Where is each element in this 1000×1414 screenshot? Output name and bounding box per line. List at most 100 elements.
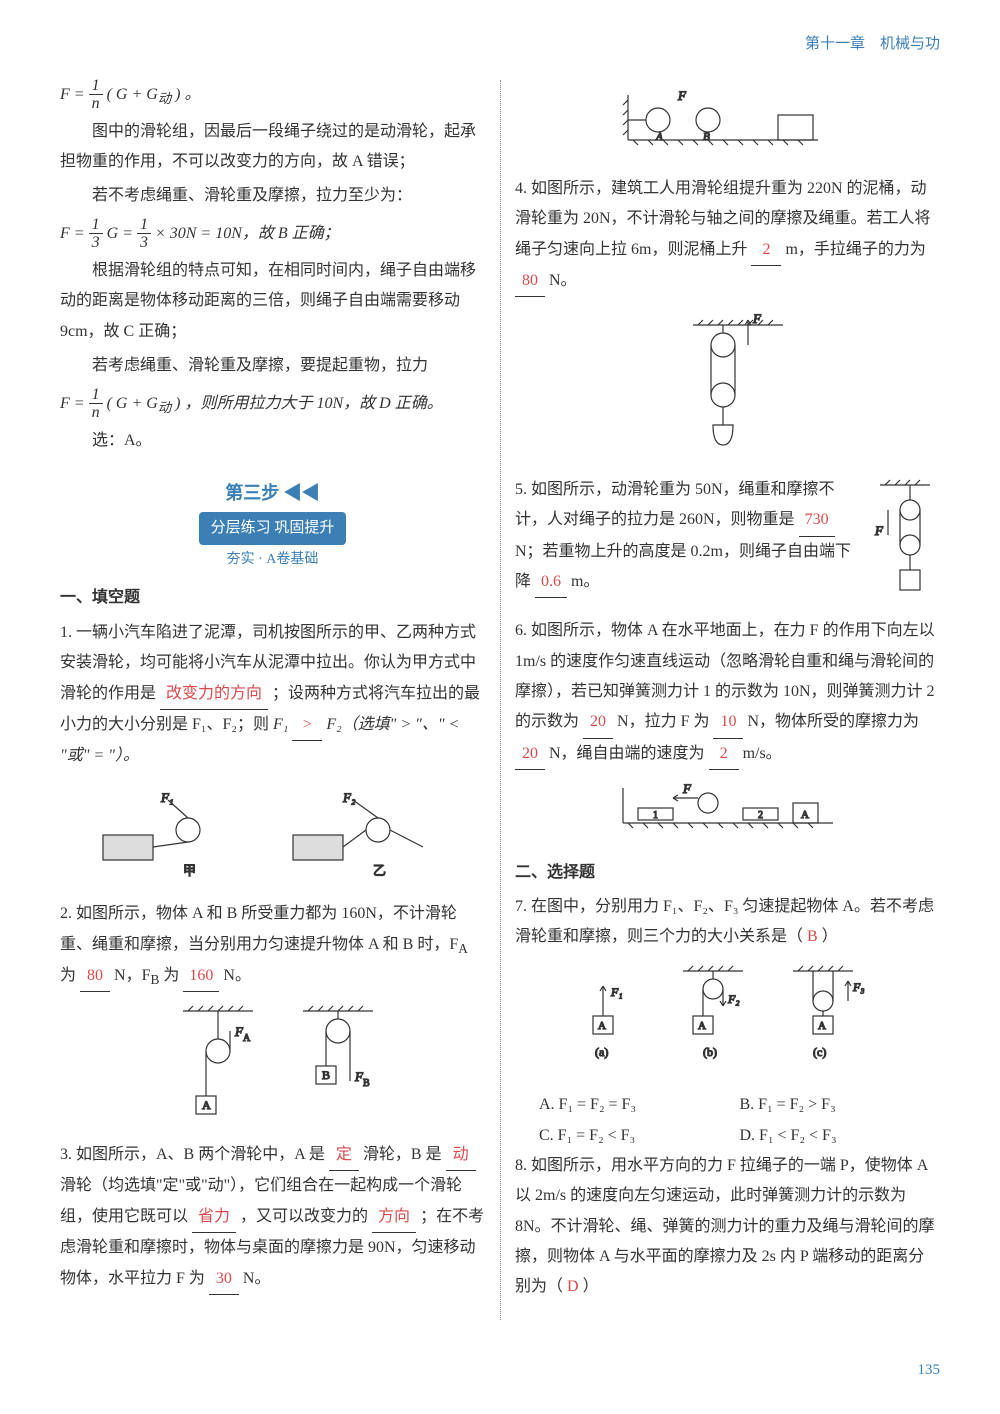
svg-text:A: A	[698, 1020, 706, 1032]
q4: 4. 如图所示，建筑工人用滑轮组提升重为 220N 的泥桶，动滑轮重为 20N，…	[515, 174, 940, 298]
step-title: 第三步 ◀◀	[133, 476, 413, 510]
q5-wrap: 5. 如图所示，动滑轮重为 50N，绳重和摩擦不计，人对绳子的拉力是 260N，…	[515, 475, 940, 616]
f2a: F =	[60, 225, 89, 242]
q8: 8. 如图所示，用水平方向的力 F 拉绳子的一端 P，使物体 A 以 2m/s …	[515, 1151, 940, 1303]
para-3: 根据滑轮组的特点可知，在相同时间内，绳子自由端移动的距离是物体移动距离的三倍，则…	[60, 256, 485, 347]
svg-text:F: F	[874, 523, 884, 538]
figure-q5: F	[870, 475, 940, 616]
figure-q6: 1 2 A F	[515, 778, 940, 849]
arrow-deco-icon: ◀◀	[284, 483, 320, 503]
q1-f1: F₁	[273, 716, 288, 733]
chapter-header: 第十一章 机械与功	[60, 30, 940, 59]
f3-sub: 动	[158, 400, 171, 415]
q6-text-e: m/s。	[743, 745, 782, 762]
fig1-cap2: 乙	[373, 863, 386, 878]
banner-foot: 夯实 · A卷基础	[133, 547, 413, 574]
svg-text:A: A	[818, 1020, 826, 1032]
svg-text:A: A	[801, 809, 809, 821]
q2-text-d: 为	[163, 967, 179, 984]
q3: 3. 如图所示，A、B 两个滑轮中，A 是 定 滑轮，B 是 动 滑轮（均选填"…	[60, 1140, 485, 1295]
banner-sub: 分层练习 巩固提升	[199, 512, 347, 545]
f3c: ) ，则所用拉力大于 10N，故 D 正确。	[171, 394, 443, 411]
q4-answer-2: 80	[515, 266, 545, 297]
q4-answer-1: 2	[751, 235, 781, 266]
svg-text:F₃: F₃	[852, 980, 865, 994]
q7-opt-d: D. F₁ < F₂ < F₃	[740, 1121, 941, 1151]
f1-prefix: F =	[60, 85, 89, 102]
f3a: F =	[60, 394, 89, 411]
q6-answer-2: 10	[713, 707, 743, 738]
q1-answer-1: 改变力的方向	[160, 679, 268, 710]
q6-answer-1: 20	[583, 707, 613, 738]
q7-options: A. F₁ = F₂ = F₃ B. F₁ = F₂ > F₃ C. F₁ = …	[539, 1090, 940, 1151]
formula-1: F = 1n ( G + G动 ) 。	[60, 77, 485, 113]
f1-den: n	[89, 95, 103, 113]
svg-text:A: A	[243, 1033, 251, 1044]
q6-text-b: N，拉力 F 为	[617, 713, 709, 730]
q3-answer-1: 定	[329, 1140, 359, 1171]
q2-sub2: B	[150, 972, 159, 987]
q5-text-a: 5. 如图所示，动滑轮重为 50N，绳重和摩擦不计，人对绳子的拉力是 260N，…	[515, 481, 835, 528]
q7-opt-b: B. F₁ = F₂ > F₃	[740, 1090, 941, 1120]
figure-q1: F₁ 甲 F₂ 乙	[60, 780, 485, 891]
q2-text-b: 为	[60, 967, 76, 984]
q2-answer-1: 80	[80, 961, 110, 992]
para-4: 若考虑绳重、滑轮重及摩擦，要提起重物，拉力	[60, 351, 485, 381]
f2b: G =	[107, 225, 137, 242]
q2: 2. 如图所示，物体 A 和 B 所受重力都为 160N，不计滑轮重、绳重和摩擦…	[60, 899, 485, 992]
svg-text:2: 2	[758, 810, 763, 821]
q5-answer-2: 0.6	[535, 567, 567, 598]
q7-answer: B	[807, 928, 818, 945]
para-2: 若不考虑绳重、滑轮重及摩擦，拉力至少为：	[60, 181, 485, 211]
svg-text:F₂: F₂	[727, 992, 740, 1006]
svg-text:(a): (a)	[595, 1045, 608, 1059]
section-choice: 二、选择题	[515, 858, 940, 888]
svg-text:B: B	[322, 1068, 330, 1082]
q2-text-e: N。	[223, 967, 251, 984]
left-column: F = 1n ( G + G动 ) 。 图中的滑轮组，因最后一段绳子绕过的是动滑…	[60, 77, 485, 1307]
q5-text-c: m。	[571, 573, 599, 590]
q7-text-b: ）	[822, 928, 838, 945]
q2-text-c: N，F	[114, 967, 150, 984]
svg-text:A: A	[598, 1020, 606, 1032]
q4-text-b: m，手拉绳子的力为	[785, 241, 925, 258]
right-column: A B F 4. 如图所示，建筑工人用滑轮组提升重为 220N 的泥桶，动滑轮重…	[515, 77, 940, 1307]
q5: 5. 如图所示，动滑轮重为 50N，绳重和摩擦不计，人对绳子的拉力是 260N，…	[515, 475, 860, 612]
formula-3: F = 1n ( G + G动 ) ，则所用拉力大于 10N，故 D 正确。	[60, 386, 485, 422]
fig1-cap1: 甲	[183, 863, 196, 878]
f1-sub: 动	[158, 90, 171, 105]
f3-den: 3	[137, 234, 151, 252]
banner-title-text: 第三步	[225, 483, 279, 503]
q3-answer-2: 动	[446, 1140, 476, 1171]
f1-num: 1	[89, 77, 103, 96]
svg-text:B: B	[363, 1078, 370, 1089]
f3b: ( G + G	[107, 394, 158, 411]
formula-2: F = 13 G = 13 × 30N = 10N，故 B 正确；	[60, 216, 485, 252]
figure-q2: F A A F B B	[60, 1001, 485, 1132]
q3-answer-4: 方向	[372, 1202, 416, 1233]
q2-text-a: 2. 如图所示，物体 A 和 B 所受重力都为 160N，不计滑轮重、绳重和摩擦…	[60, 905, 458, 952]
f4-den: n	[89, 404, 103, 422]
para-1: 图中的滑轮组，因最后一段绳子绕过的是动滑轮，起承担物重的作用，不可以改变力的方向…	[60, 117, 485, 178]
page-number: 135	[918, 1356, 941, 1385]
figure-q4: F	[515, 305, 940, 466]
q6-text-c: N，物体所受的摩擦力为	[747, 713, 919, 730]
f1-end: ) 。	[171, 85, 200, 102]
q1-answer-2: >	[292, 710, 322, 741]
q3-text-d: ，又可以改变力的	[240, 1208, 368, 1225]
svg-text:A: A	[202, 1098, 211, 1112]
column-divider	[500, 80, 501, 1320]
svg-text:(b): (b)	[703, 1045, 717, 1059]
q7-text-a: 7. 在图中，分别用力 F₁、F₂、F₃ 匀速提起物体 A。若不考虑滑轮重和摩擦…	[515, 898, 934, 945]
figure-q3: A B F	[515, 85, 940, 166]
q3-answer-5: 30	[209, 1264, 239, 1295]
q8-text-a: 8. 如图所示，用水平方向的力 F 拉绳子的一端 P，使物体 A 以 2m/s …	[515, 1157, 935, 1296]
q7-opt-c: C. F₁ = F₂ < F₃	[539, 1121, 740, 1151]
svg-text:F: F	[682, 781, 692, 796]
q6: 6. 如图所示，物体 A 在水平地面上，在力 F 的作用下向左以 1m/s 的速…	[515, 616, 940, 770]
f2-num: 1	[89, 216, 103, 235]
q8-answer: D	[567, 1278, 579, 1295]
f2-den: 3	[89, 234, 103, 252]
q5-answer-1: 730	[799, 505, 835, 536]
q3-text-b: 滑轮，B 是	[363, 1146, 442, 1163]
